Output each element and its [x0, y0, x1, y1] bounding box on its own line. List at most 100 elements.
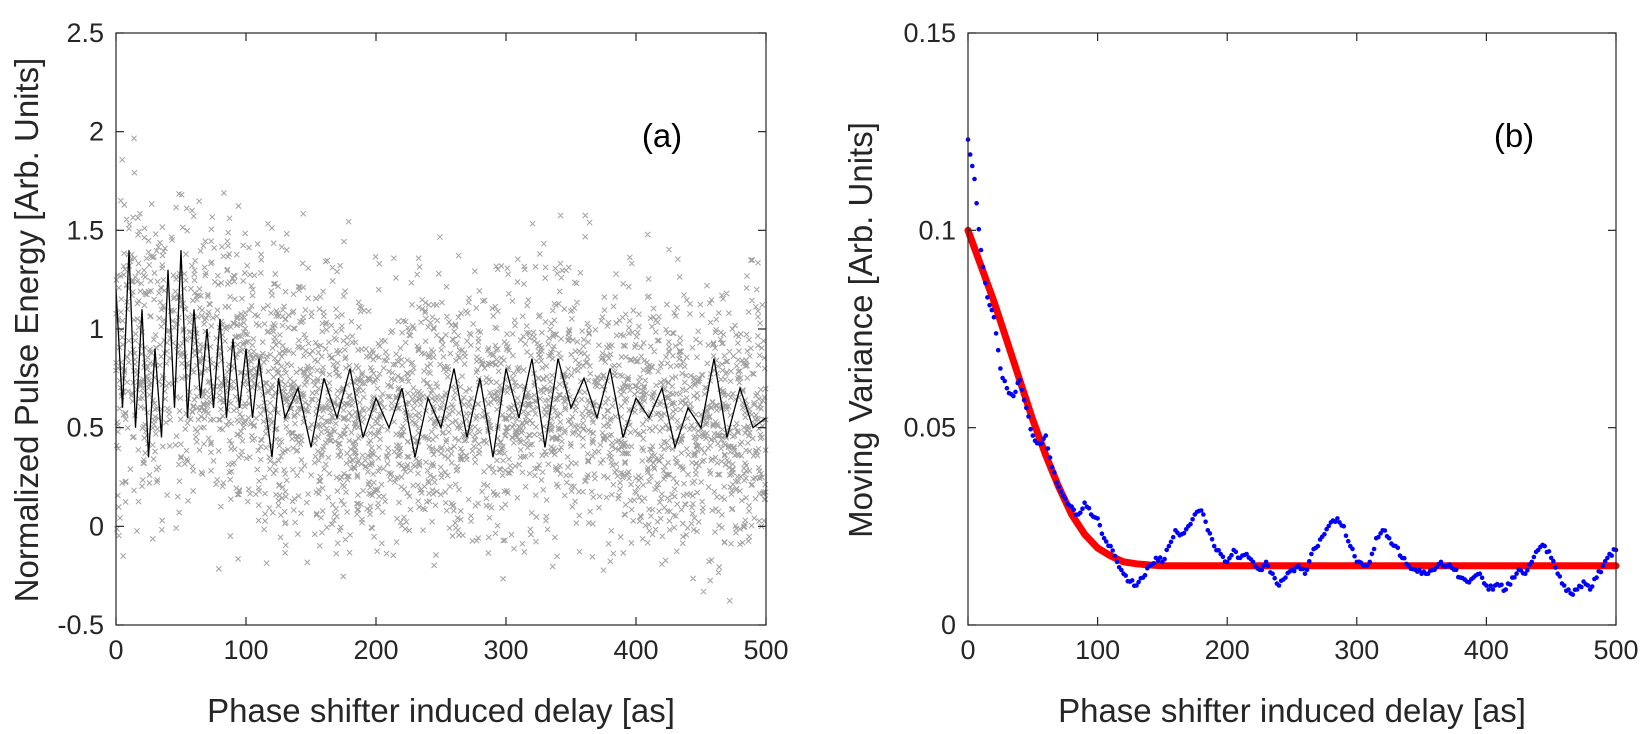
- panel-b-variance-point: [1108, 543, 1113, 549]
- panel-b-variance-point: [1201, 512, 1206, 517]
- panel-a-average-line: [115, 250, 767, 458]
- panel-b-variance-point: [1300, 566, 1306, 572]
- panel-b-variance-point: [1017, 378, 1023, 383]
- panel-b-variance-point: [998, 366, 1003, 371]
- panel-b-variance-point: [1326, 523, 1331, 529]
- panel-b-variance-point: [983, 280, 988, 286]
- panel-b-xtick-label: 500: [1593, 635, 1638, 665]
- panel-b-variance-point: [1283, 575, 1288, 580]
- panel-b-variance-point: [1136, 579, 1141, 585]
- panel-b-variance-point: [1047, 455, 1053, 460]
- panel-b-variance-point: [1369, 551, 1375, 557]
- panel-b-xtick-label: 100: [1075, 635, 1120, 665]
- panel-b-variance-point: [1477, 571, 1483, 576]
- panel-b-variance-point: [974, 201, 979, 206]
- panel-b-variance-point: [1531, 554, 1537, 560]
- panel-b-variance-point: [1019, 387, 1025, 393]
- panel-b-variance-point: [1332, 519, 1338, 524]
- panel-b-variance-point: [1309, 551, 1314, 557]
- panel-b-variance-point: [1579, 584, 1584, 590]
- panel-b-variance-point: [1103, 539, 1109, 544]
- panel-b-variance-point: [1307, 559, 1312, 564]
- panel-b-variance-points: [965, 137, 1619, 597]
- panel-b-variance-point: [1024, 405, 1029, 411]
- panel-b-xtick-label: 0: [960, 635, 975, 665]
- panel-b-ytick-label: 0.1: [918, 215, 956, 245]
- panel-b-variance-point: [1488, 583, 1493, 588]
- panel-b-variance-point: [1270, 571, 1275, 576]
- panel-b-variance-point: [1512, 575, 1517, 580]
- panel-b-variance-point: [1486, 587, 1491, 592]
- panel-b-variance-point: [1209, 537, 1215, 542]
- panel-b-variance-point: [972, 176, 977, 182]
- panel-b-variance-point: [1371, 546, 1377, 552]
- panel-b-variance-point: [1207, 531, 1213, 536]
- panel-b-variance-point: [1302, 571, 1308, 576]
- panel-b-variance-point: [1097, 522, 1103, 528]
- panel-b-ytick-label: 0: [941, 610, 956, 640]
- panel-b-variance-point: [1114, 559, 1120, 565]
- panel-b-ytick-label: 0.15: [903, 18, 956, 48]
- panel-b-variance-point: [1220, 554, 1226, 560]
- panel-b-variance-point: [1525, 567, 1530, 573]
- panel-b-ylabel: Moving Variance [Arb. Units]: [842, 122, 879, 538]
- panel-b-variance-point: [1503, 587, 1509, 592]
- panel-b-variance-point: [1402, 555, 1407, 561]
- panel-b-variance-point: [1095, 516, 1100, 521]
- panel-b-variance-point: [1110, 548, 1115, 553]
- panel-b-variance-point: [1352, 554, 1357, 559]
- panel-b-variance-point: [991, 314, 997, 320]
- panel-b-variance-point: [1529, 559, 1535, 565]
- panel-b-variance-point: [1304, 567, 1310, 573]
- panel-b-variance-point: [1168, 539, 1174, 545]
- panel-b-variance-point: [1438, 559, 1444, 565]
- panel-b-variance-point: [1123, 573, 1128, 578]
- panel-b-variance-point: [1367, 559, 1373, 565]
- panel-b-variance-point: [1151, 561, 1157, 566]
- panel-b-variance-point: [1263, 559, 1269, 565]
- panel-b-variance-point: [1343, 533, 1349, 538]
- panel-b-xtick-label: 200: [1205, 635, 1250, 665]
- panel-b-label: (b): [1494, 117, 1534, 154]
- panel-a-ytick-label: 2: [89, 117, 104, 147]
- panel-b-variance-point: [1164, 547, 1169, 553]
- panel-b-variance-point: [1099, 531, 1105, 536]
- panel-b-variance-point: [1082, 500, 1087, 506]
- panel-b-variance-point: [1026, 414, 1031, 419]
- panel-b-variance-point: [1028, 426, 1033, 432]
- panel-b-variance-point: [1261, 563, 1267, 569]
- panel-b-variance-point: [1395, 545, 1401, 551]
- panel-b-variance-point: [1272, 575, 1277, 581]
- panel-b-variance-point: [1162, 556, 1167, 562]
- panel-b-variance-point: [1574, 587, 1580, 592]
- panel-a-ytick-label: 0: [89, 511, 104, 541]
- panel-b-variance-point: [1062, 496, 1068, 502]
- panel-b-variance-point: [1049, 464, 1055, 470]
- panel-b-variance-point: [1259, 567, 1265, 573]
- panel-b-variance-point: [1598, 569, 1604, 575]
- panel-b-variance-point: [1265, 563, 1271, 569]
- panel-b-variance-point: [1589, 584, 1595, 589]
- panel-b-variance-point: [1335, 516, 1340, 521]
- panel-a-ytick-label: 2.5: [66, 18, 104, 48]
- panel-b-variance-point: [995, 347, 1001, 353]
- panel-b-variance-point: [993, 331, 999, 336]
- panel-b-variance-point: [1276, 583, 1282, 588]
- panel-b-variance-point: [1600, 563, 1606, 569]
- panel-b-variance-point: [1086, 505, 1092, 511]
- panel-b-variance-point: [1561, 583, 1567, 588]
- panel-b-variance-point: [1058, 489, 1064, 494]
- panel-b-variance-point: [1453, 567, 1459, 573]
- panel-a-x-markers: [113, 135, 769, 604]
- panel-a-scatter-points: [113, 135, 769, 604]
- panel-b-variance-point: [1052, 470, 1057, 475]
- panel-b-variance-point: [1345, 538, 1351, 544]
- panel-b-variance-point: [1166, 543, 1172, 549]
- panel-b-variance-point: [1322, 531, 1327, 537]
- panel-b-variance-point: [1602, 558, 1608, 564]
- panel-b-variance-point: [967, 152, 973, 157]
- panel-b-variance-point: [1350, 546, 1355, 552]
- panel-a-ytick-label: -0.5: [57, 610, 104, 640]
- panel-b-variance-point: [989, 307, 995, 313]
- panel-b-variance-point: [1004, 385, 1010, 391]
